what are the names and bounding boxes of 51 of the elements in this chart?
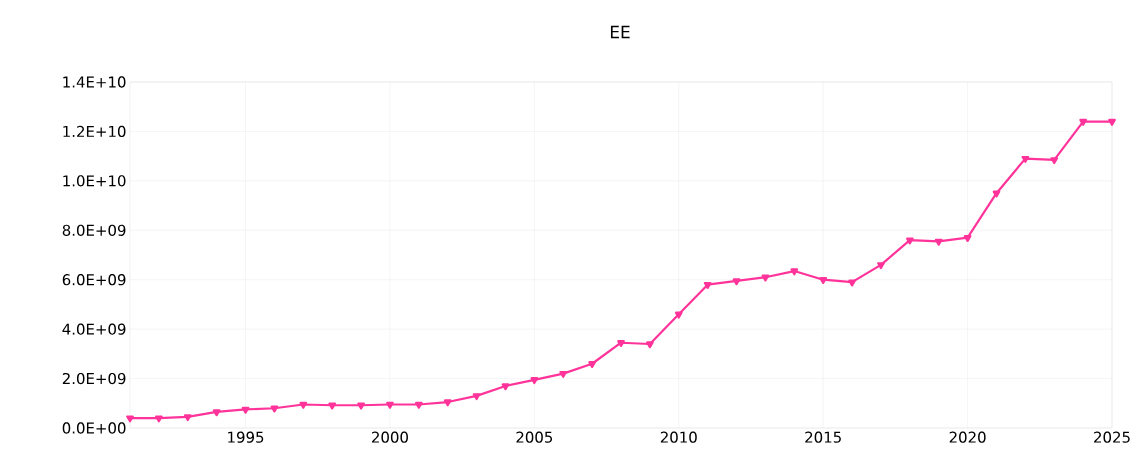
point [241, 406, 250, 414]
point [934, 238, 943, 246]
x-tick-label: 2005 [516, 431, 553, 443]
point [155, 415, 163, 423]
point [877, 262, 885, 270]
x-tick-label: 2025 [1094, 431, 1130, 443]
point [443, 399, 452, 407]
point [357, 402, 365, 410]
y-tick-label: 1.4E+10 [63, 76, 126, 88]
point [1079, 118, 1087, 126]
y-tick-label: 1.2E+10 [63, 125, 126, 138]
x-tick-label: 2010 [660, 431, 697, 443]
point [617, 340, 625, 348]
point [559, 370, 568, 378]
point [299, 401, 308, 409]
y-tick-label: 6.0E+09 [62, 274, 126, 286]
point [848, 279, 856, 287]
point [472, 393, 481, 401]
point [212, 409, 221, 417]
point [386, 401, 394, 409]
y-tick-label: 1.0E+10 [63, 175, 126, 187]
point [761, 274, 770, 282]
point [126, 415, 134, 423]
x-tick-label: 2015 [805, 431, 841, 443]
y-tick-label: 8.0E+09 [62, 224, 126, 236]
point [588, 361, 596, 369]
y-tick-label: 0.0E+00 [62, 422, 126, 434]
point [992, 190, 1001, 198]
x-tick-label: 1995 [228, 431, 264, 443]
point [414, 401, 423, 409]
point [328, 402, 337, 410]
chart-title: EE [610, 25, 630, 39]
point [819, 277, 828, 284]
point [963, 235, 972, 242]
point [530, 377, 539, 385]
point [732, 278, 741, 286]
point [790, 268, 799, 276]
point [905, 237, 914, 245]
point [183, 414, 192, 422]
point [270, 405, 279, 413]
y-tick-label: 2.0E+09 [62, 372, 126, 385]
y-tick-label: 4.0E+09 [62, 323, 126, 335]
point [674, 311, 683, 319]
point [501, 383, 510, 391]
point [1108, 118, 1116, 126]
point [646, 341, 654, 349]
point [1021, 155, 1030, 163]
point [1050, 157, 1059, 165]
point [703, 281, 712, 289]
x-tick-label: 2000 [372, 431, 408, 443]
x-tick-label: 2020 [949, 431, 986, 443]
